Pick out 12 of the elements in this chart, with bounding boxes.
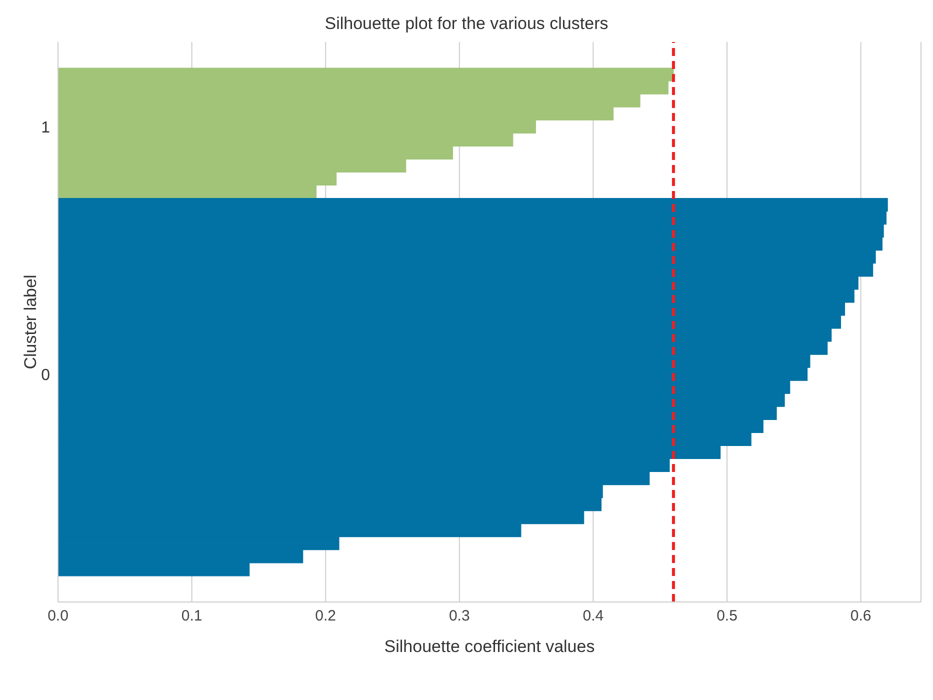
x-tick-label: 0.1 [181,608,202,625]
x-tick-label: 0.3 [448,608,470,625]
x-tick-label: 0.5 [716,608,738,625]
x-axis-title: Silhouette coefficient values [384,637,595,656]
y-tick-label: 0 [41,366,50,384]
y-tick-label: 1 [41,119,50,136]
x-tick-label: 0.2 [315,608,336,625]
x-tick-label: 0.6 [850,608,872,625]
y-axis-title: Cluster label [21,274,40,370]
x-tick-label: 0.4 [582,608,604,625]
chart-title: Silhouette plot for the various clusters [324,14,610,34]
x-tick-label: 0.0 [48,608,68,625]
